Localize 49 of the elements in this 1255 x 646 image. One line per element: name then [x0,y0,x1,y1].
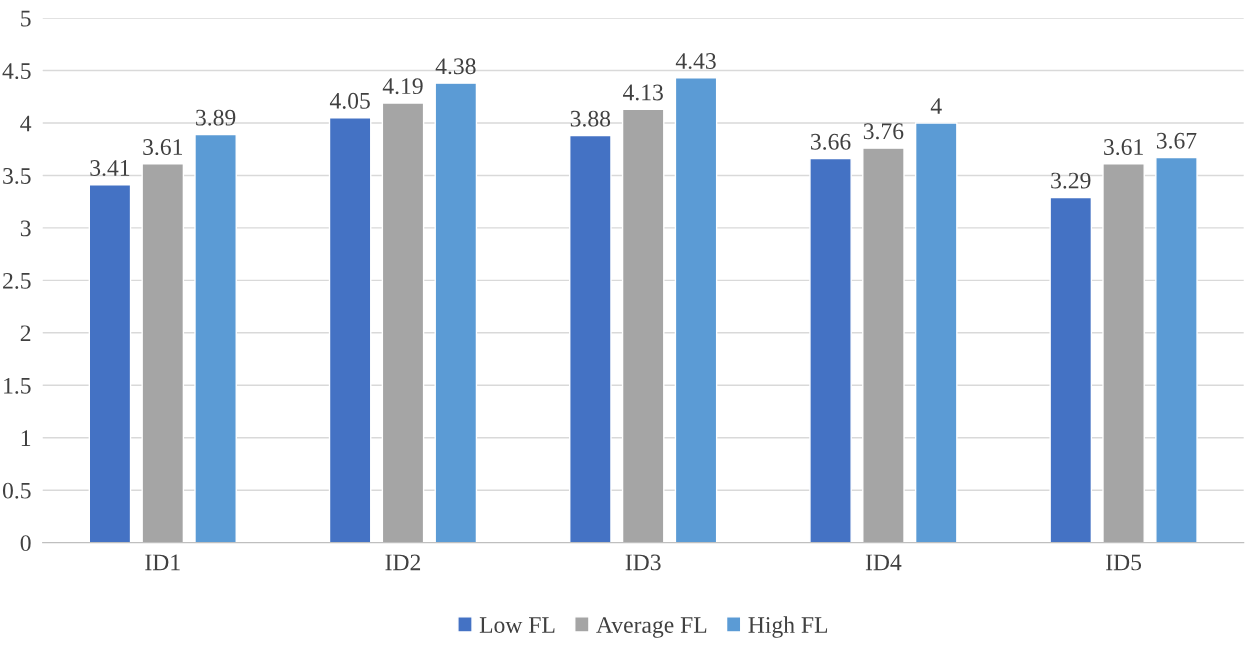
y-tick-label: 3 [20,220,31,237]
data-label: 3.89 [196,109,236,126]
data-label: 3.88 [570,110,611,127]
bar [381,102,425,543]
bar [141,163,185,543]
bar [434,82,478,543]
bar [1102,163,1145,543]
bar [621,108,665,543]
data-label: 4.05 [329,92,370,109]
bar [569,134,612,543]
y-tick-label: 4.5 [2,63,31,80]
legend-label: Average FL [596,617,707,638]
data-label: 4.38 [435,58,476,75]
data-label: 4.13 [622,84,663,101]
data-label: 4.43 [675,53,716,70]
y-tick-label: 3.5 [3,168,31,184]
x-tick-label: ID1 [145,554,180,571]
legend-label: High FL [748,616,828,638]
x-tick-label: ID5 [1106,554,1142,571]
bar [862,147,905,543]
bar [88,184,132,543]
y-tick-label: 1.5 [4,377,31,394]
bar [194,133,237,543]
data-label: 3.29 [1051,172,1091,189]
data-label: 3.41 [90,160,130,177]
data-label: 4 [930,98,942,114]
y-tick-label: 2 [20,325,31,342]
data-label: 3.61 [1104,139,1143,156]
bar [914,122,958,543]
legend-label: Low FL [479,617,555,633]
data-label: 3.76 [863,123,904,140]
y-tick-label: 4 [20,115,32,132]
x-tick-label: ID2 [385,554,421,571]
data-label: 3.61 [143,139,183,156]
data-label: 3.67 [1156,132,1197,149]
y-tick-label: 0.5 [2,482,31,499]
bar [809,157,852,543]
y-tick-label: 0 [20,535,31,552]
data-label: 3.66 [811,133,851,150]
bar [328,117,372,543]
data-label: 4.19 [382,78,423,95]
y-tick-label: 5 [21,10,31,27]
bar [1049,196,1093,543]
y-tick-label: 1 [21,430,31,446]
y-tick-label: 2.5 [3,272,31,289]
bar [1155,156,1198,543]
bar [674,77,718,543]
x-tick-label: ID3 [625,554,661,571]
x-tick-label: ID4 [865,554,902,571]
